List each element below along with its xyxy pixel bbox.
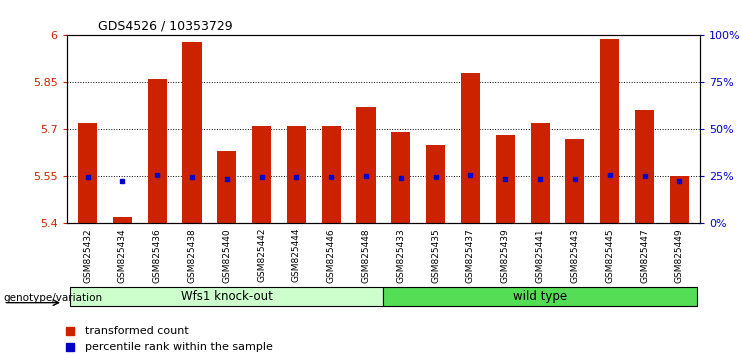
Bar	[384, 287, 697, 306]
Bar	[391, 132, 411, 223]
Bar	[496, 136, 515, 223]
Bar	[287, 126, 306, 223]
Bar	[70, 287, 384, 306]
Bar	[182, 42, 202, 223]
Bar	[461, 73, 480, 223]
Bar	[322, 126, 341, 223]
Bar	[635, 110, 654, 223]
Text: genotype/variation: genotype/variation	[4, 293, 103, 303]
Bar	[565, 139, 585, 223]
Bar	[147, 79, 167, 223]
Bar	[670, 176, 689, 223]
Bar	[356, 107, 376, 223]
Bar	[426, 145, 445, 223]
Bar	[113, 217, 132, 223]
Text: Wfs1 knock-out: Wfs1 knock-out	[181, 290, 273, 303]
Text: transformed count: transformed count	[85, 326, 189, 336]
Text: wild type: wild type	[513, 290, 567, 303]
Bar	[217, 151, 236, 223]
Bar	[78, 123, 97, 223]
Text: percentile rank within the sample: percentile rank within the sample	[85, 342, 273, 352]
Bar	[252, 126, 271, 223]
Text: GDS4526 / 10353729: GDS4526 / 10353729	[99, 20, 233, 33]
Bar	[531, 123, 550, 223]
Bar	[600, 39, 619, 223]
